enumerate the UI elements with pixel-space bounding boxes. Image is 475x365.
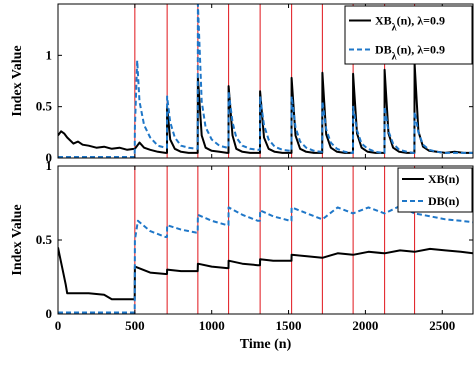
series-line-1: [58, 247, 473, 301]
plot-frame: [57, 3, 474, 159]
legend-label-2: DBλ(n), λ=0.9: [375, 43, 445, 63]
panel-1: 0 0.5 1 Index Value XBλ(n), λ=0.9 DBλ(n), λ=0…: [10, 3, 474, 165]
legend: XB(n) DB(n): [397, 167, 473, 213]
legend-label-2: DB(n): [428, 194, 459, 208]
series-group: [58, 205, 473, 314]
panel-2: 0 500 1000 1500 2000 2500 0 0.5 1 Index Value Time…: [10, 158, 474, 352]
legend-box: [397, 167, 473, 213]
y-axis-label: Index Value: [10, 45, 25, 116]
x-axis-label: Time (n): [240, 337, 292, 352]
legend-box: [344, 5, 473, 65]
x-tick-label: 1500: [276, 318, 302, 333]
x-tick-label: 0: [55, 318, 62, 333]
y-tick-label: 0.5: [36, 99, 53, 114]
event-lines: [134, 166, 416, 314]
series-line-1: [58, 62, 473, 154]
series-line-2: [58, 205, 473, 314]
y-tick-label: 0: [46, 306, 53, 321]
x-tick-label: 1000: [199, 318, 225, 333]
x-tick-label: 2000: [352, 318, 378, 333]
legend: XBλ(n), λ=0.9 DBλ(n), λ=0.9: [344, 5, 473, 65]
y-axis-label: Index Value: [10, 204, 25, 275]
series-line-2: [58, 4, 473, 158]
y-tick-label: 0.5: [36, 232, 53, 247]
legend-label-1: XBλ(n), λ=0.9: [375, 14, 445, 34]
y-tick-label: 1: [46, 47, 53, 62]
x-tick-label: 2500: [429, 318, 455, 333]
series-group: [58, 4, 473, 158]
y-tick-label: 0: [46, 150, 53, 165]
y-tick-label: 1: [46, 158, 53, 173]
legend-label-1: XB(n): [428, 172, 459, 186]
x-tick-label: 500: [125, 318, 145, 333]
